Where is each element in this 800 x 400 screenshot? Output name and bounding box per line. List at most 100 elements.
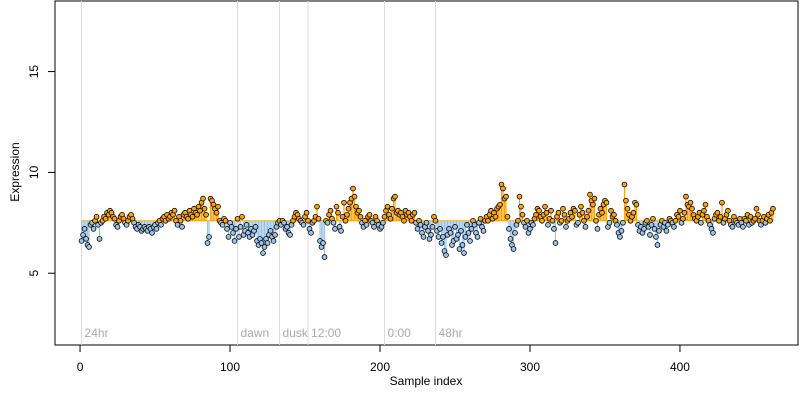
plot-frame bbox=[54, 0, 799, 346]
point bbox=[408, 217, 415, 224]
point bbox=[179, 224, 185, 230]
point bbox=[551, 226, 557, 232]
point bbox=[677, 207, 683, 214]
point bbox=[563, 224, 569, 230]
point bbox=[222, 217, 229, 224]
point bbox=[548, 207, 554, 214]
y-tick-label: 5 bbox=[27, 270, 41, 277]
point bbox=[503, 193, 509, 200]
point bbox=[308, 230, 314, 236]
point bbox=[542, 203, 548, 210]
point bbox=[381, 213, 388, 220]
point bbox=[533, 211, 539, 218]
point bbox=[617, 234, 623, 240]
point bbox=[392, 193, 398, 200]
point bbox=[599, 209, 605, 216]
point bbox=[584, 213, 590, 220]
point bbox=[353, 203, 359, 210]
point bbox=[206, 234, 212, 240]
point bbox=[231, 238, 238, 244]
point bbox=[200, 195, 206, 202]
point bbox=[752, 215, 758, 222]
point bbox=[701, 207, 707, 214]
point bbox=[384, 203, 391, 210]
point bbox=[270, 238, 277, 244]
point bbox=[281, 220, 287, 226]
point bbox=[530, 222, 536, 228]
point bbox=[524, 217, 530, 224]
point bbox=[743, 217, 749, 224]
point bbox=[267, 228, 274, 234]
point bbox=[585, 207, 592, 214]
point bbox=[411, 209, 418, 216]
point bbox=[303, 209, 310, 216]
point bbox=[234, 215, 241, 222]
point bbox=[459, 242, 466, 248]
point bbox=[767, 217, 773, 224]
point bbox=[324, 220, 331, 226]
point bbox=[272, 232, 278, 238]
point bbox=[603, 199, 610, 206]
point bbox=[341, 199, 347, 206]
point bbox=[572, 207, 578, 214]
point bbox=[432, 217, 439, 224]
point bbox=[641, 226, 647, 232]
point bbox=[363, 222, 370, 228]
point bbox=[506, 226, 512, 232]
point bbox=[579, 209, 586, 216]
point bbox=[647, 232, 653, 238]
point bbox=[320, 240, 326, 246]
point bbox=[213, 209, 220, 216]
point bbox=[672, 217, 679, 224]
point bbox=[428, 232, 434, 238]
point bbox=[338, 228, 344, 234]
point bbox=[174, 222, 181, 228]
point bbox=[663, 228, 670, 234]
point bbox=[590, 201, 596, 208]
point bbox=[339, 213, 346, 220]
point bbox=[327, 207, 334, 214]
point bbox=[177, 217, 184, 224]
point bbox=[755, 211, 761, 218]
point bbox=[665, 222, 671, 228]
point bbox=[504, 213, 511, 220]
y-axis-label: Expression bbox=[8, 142, 22, 201]
point bbox=[539, 217, 545, 224]
x-tick-label: 200 bbox=[370, 360, 390, 374]
point bbox=[593, 217, 599, 224]
point bbox=[651, 226, 658, 232]
point bbox=[380, 220, 386, 226]
point bbox=[93, 213, 100, 220]
point bbox=[518, 203, 524, 210]
point bbox=[545, 222, 551, 228]
point bbox=[78, 238, 85, 244]
point bbox=[648, 222, 655, 228]
point bbox=[342, 217, 349, 224]
point bbox=[714, 209, 721, 216]
point bbox=[225, 234, 232, 240]
point bbox=[719, 199, 725, 206]
point bbox=[111, 215, 118, 222]
point bbox=[485, 217, 491, 224]
point bbox=[522, 224, 529, 230]
point bbox=[468, 226, 475, 232]
point bbox=[239, 213, 245, 220]
point bbox=[620, 220, 626, 226]
point bbox=[305, 217, 311, 224]
point bbox=[702, 201, 709, 208]
point bbox=[555, 209, 562, 216]
point bbox=[330, 220, 337, 226]
marker-label: 12:00 bbox=[311, 326, 341, 340]
point bbox=[437, 226, 443, 232]
point bbox=[614, 222, 620, 228]
point bbox=[650, 215, 656, 222]
point bbox=[314, 203, 320, 210]
point bbox=[425, 228, 431, 234]
point bbox=[497, 201, 503, 208]
point bbox=[747, 213, 754, 220]
point bbox=[698, 220, 704, 226]
point bbox=[608, 207, 614, 214]
point bbox=[492, 213, 499, 220]
point bbox=[321, 254, 328, 260]
point bbox=[683, 193, 689, 200]
